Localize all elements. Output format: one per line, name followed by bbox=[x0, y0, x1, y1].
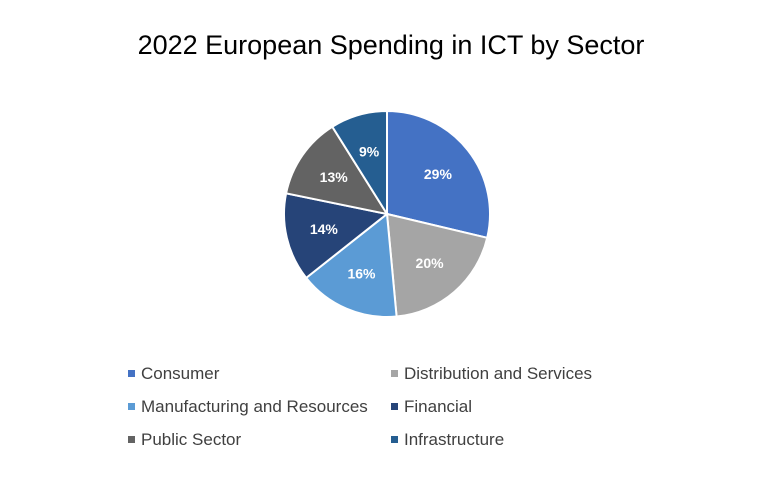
pie-slice-infrastructure bbox=[330, 109, 388, 218]
legend-item-infrastructure: Infrastructure bbox=[391, 429, 681, 450]
chart-title: 2022 European Spending in ICT by Sector bbox=[137, 30, 645, 60]
legend-item-distribution-and-services: Distribution and Services bbox=[391, 363, 681, 384]
data-label-infrastructure: 9% bbox=[359, 144, 380, 160]
legend-label: Distribution and Services bbox=[404, 363, 593, 383]
legend-label: Public Sector bbox=[141, 429, 242, 449]
legend-item-public-sector: Public Sector bbox=[128, 429, 391, 450]
pie-slice-consumer bbox=[386, 109, 491, 240]
legend-label: Financial bbox=[404, 396, 473, 416]
legend-swatch bbox=[391, 436, 398, 443]
pie-slice-distribution-and-services bbox=[385, 212, 489, 318]
legend-swatch bbox=[128, 403, 135, 410]
data-label-public-sector: 13% bbox=[320, 169, 349, 185]
data-label-distribution-and-services: 20% bbox=[416, 255, 445, 271]
pie-slice-financial bbox=[283, 192, 390, 280]
legend-label: Consumer bbox=[141, 363, 220, 383]
legend-item-financial: Financial bbox=[391, 396, 681, 417]
legend-item-manufacturing-and-resources: Manufacturing and Resources bbox=[128, 396, 391, 417]
data-label-consumer: 29% bbox=[424, 166, 453, 182]
legend-label: Infrastructure bbox=[404, 429, 505, 449]
chart-legend: Consumer Distribution and Services Manufac… bbox=[128, 363, 688, 450]
legend-swatch bbox=[391, 370, 398, 377]
legend-swatch bbox=[391, 403, 398, 410]
pie-slice-manufacturing-and-resources bbox=[304, 212, 398, 318]
legend-label: Manufacturing and Resources bbox=[141, 396, 368, 416]
legend-swatch bbox=[128, 370, 135, 377]
data-label-manufacturing-and-resources: 16% bbox=[347, 266, 376, 282]
data-label-financial: 14% bbox=[310, 221, 339, 237]
pie-slice-public-sector bbox=[284, 125, 390, 216]
legend-item-consumer: Consumer bbox=[128, 363, 391, 384]
legend-swatch bbox=[128, 436, 135, 443]
